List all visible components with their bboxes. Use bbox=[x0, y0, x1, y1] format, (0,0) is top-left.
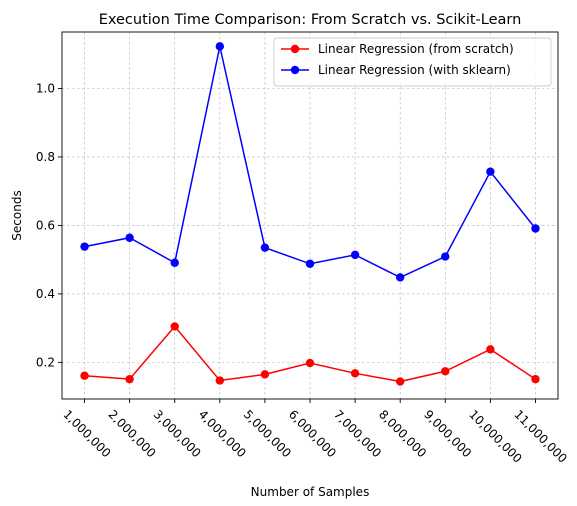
data-point bbox=[350, 250, 360, 260]
y-tick-label: 0.4 bbox=[36, 287, 55, 301]
x-tick-label: 7,000,000 bbox=[331, 407, 384, 460]
x-tick-label: 3,000,000 bbox=[151, 407, 204, 460]
data-point bbox=[395, 377, 405, 386]
legend: Linear Regression (from scratch) Linear R… bbox=[273, 37, 552, 87]
series-1 bbox=[80, 322, 540, 386]
data-point bbox=[531, 374, 540, 384]
data-point bbox=[395, 273, 405, 282]
series-layer bbox=[80, 42, 540, 386]
data-point bbox=[80, 371, 89, 380]
x-tick-label: 9,000,000 bbox=[421, 407, 474, 460]
data-point bbox=[441, 252, 450, 261]
x-tick-label: 8,000,000 bbox=[376, 407, 429, 460]
y-tick-label: 1.0 bbox=[36, 81, 55, 95]
data-point bbox=[486, 345, 495, 354]
data-point bbox=[486, 167, 495, 176]
legend-marker bbox=[290, 65, 300, 75]
data-point bbox=[305, 259, 315, 268]
grid bbox=[62, 32, 558, 399]
y-axis-label: Seconds bbox=[10, 190, 24, 240]
legend-label: Linear Regression (from scratch) bbox=[318, 42, 514, 56]
data-point bbox=[260, 370, 270, 379]
x-tick-label: 4,000,000 bbox=[196, 407, 249, 460]
data-point bbox=[350, 369, 360, 378]
data-point bbox=[305, 358, 315, 368]
y-tick-label: 0.8 bbox=[36, 150, 55, 164]
series-2 bbox=[80, 42, 540, 282]
y-tick-label: 0.2 bbox=[36, 355, 55, 369]
x-tick-label: 1,000,000 bbox=[60, 407, 113, 460]
data-point bbox=[170, 322, 179, 331]
y-axis: 0.2 0.4 0.6 0.8 1.0 bbox=[36, 81, 62, 369]
data-point bbox=[125, 233, 134, 242]
data-point bbox=[215, 42, 225, 51]
x-axis: 1,000,0002,000,0003,000,0004,000,0005,00… bbox=[60, 399, 570, 466]
chart-title: Execution Time Comparison: From Scratch … bbox=[99, 12, 522, 28]
data-point bbox=[215, 376, 225, 385]
data-point bbox=[80, 242, 89, 251]
data-point bbox=[531, 224, 540, 233]
x-tick-label: 6,000,000 bbox=[286, 407, 339, 460]
data-point bbox=[125, 374, 134, 384]
x-axis-label: Number of Samples bbox=[251, 485, 370, 499]
x-tick-label: 5,000,000 bbox=[241, 407, 294, 460]
x-tick-label: 2,000,000 bbox=[106, 407, 159, 460]
data-point bbox=[170, 258, 179, 267]
y-tick-label: 0.6 bbox=[36, 218, 55, 232]
legend-box bbox=[273, 37, 552, 87]
legend-label: Linear Regression (with sklearn) bbox=[318, 63, 511, 77]
data-point bbox=[441, 367, 450, 376]
data-point bbox=[260, 243, 270, 252]
legend-marker bbox=[290, 44, 300, 54]
